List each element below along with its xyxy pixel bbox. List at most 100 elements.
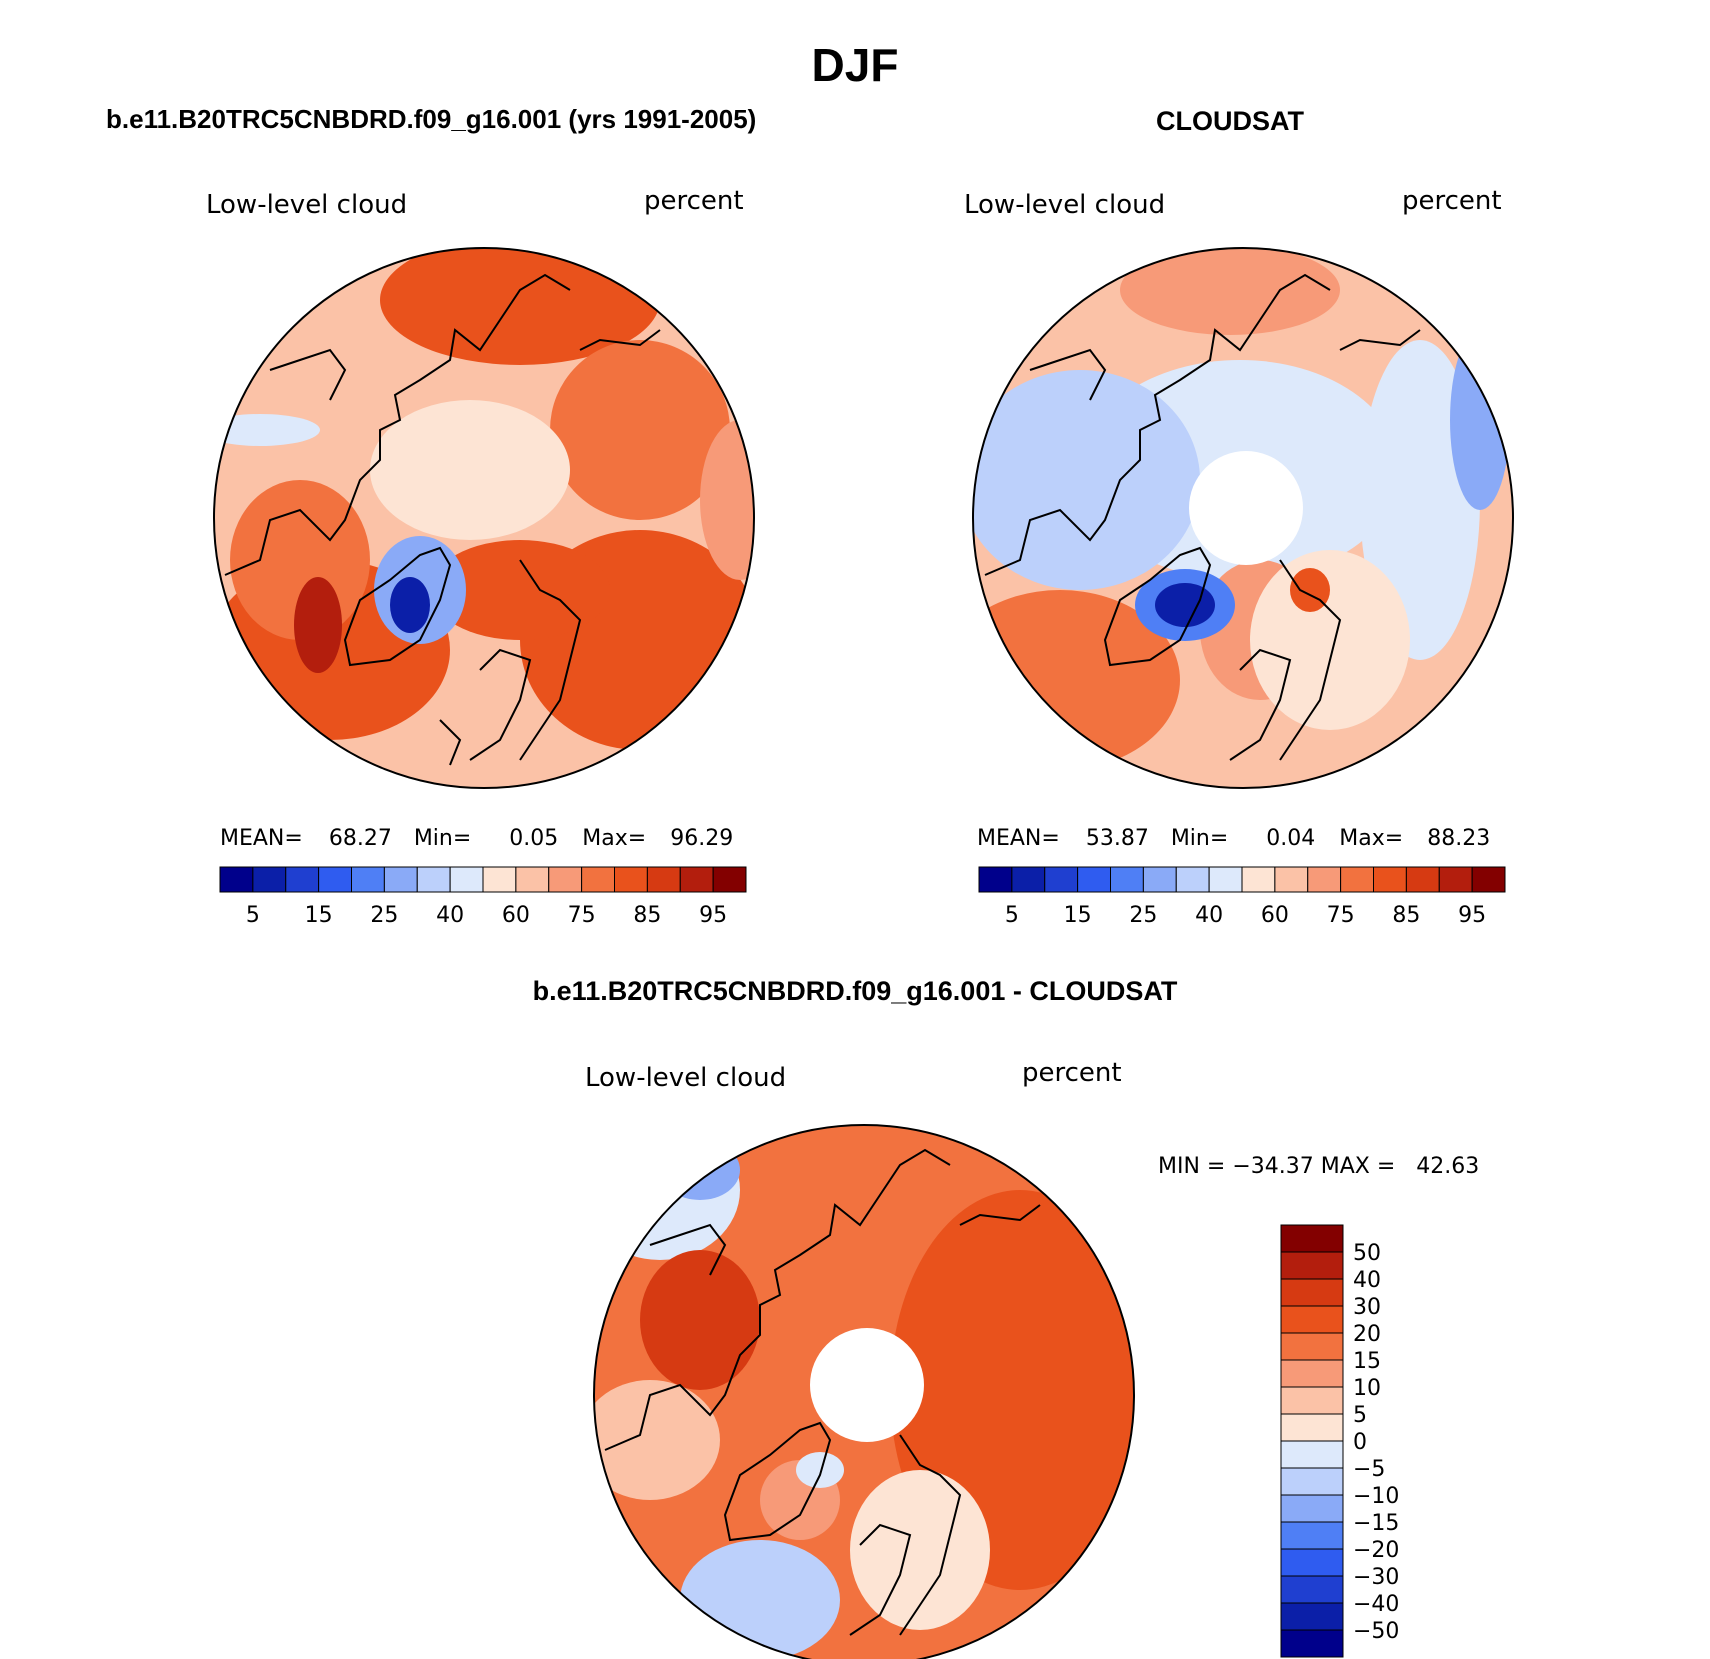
- colorbar-tick-label: −5: [1353, 1457, 1385, 1482]
- min-value: 0.04: [1266, 826, 1316, 851]
- colorbar-swatch: [1280, 1413, 1344, 1442]
- min-label: Min=: [413, 826, 472, 851]
- colorbar-tick-label: −15: [1353, 1511, 1399, 1536]
- page-title: DJF: [811, 39, 899, 91]
- max-value: 96.29: [670, 826, 734, 851]
- colorbar-swatch: [1044, 866, 1079, 893]
- colorbar-swatch: [252, 866, 287, 893]
- colorbar-swatch: [1307, 866, 1342, 893]
- mean-label: MEAN=: [977, 826, 1060, 851]
- panel2-right-label: percent: [1402, 186, 1502, 216]
- coastlines: [984, 273, 1421, 761]
- colorbar-tick-label: −50: [1353, 1619, 1399, 1644]
- coastlines: [604, 1148, 1041, 1636]
- polar-gap: [1189, 451, 1303, 565]
- colorbar-tick-label: 15: [1064, 903, 1092, 928]
- colorbar-swatch: [1077, 866, 1111, 893]
- colorbar-swatch: [1280, 1494, 1344, 1523]
- panel2-left-label: Low-level cloud: [964, 190, 1166, 220]
- colorbar-swatch: [1280, 1359, 1344, 1388]
- colorbar-swatch: [679, 866, 714, 893]
- colorbar-swatch: [318, 866, 352, 893]
- colorbar-swatch: [1280, 1629, 1344, 1658]
- colorbar-tick-label: 15: [305, 903, 333, 928]
- colorbar-tick-label: −40: [1353, 1592, 1399, 1617]
- colorbar-swatch: [548, 866, 583, 893]
- colorbar-tick-label: 5: [1005, 903, 1019, 928]
- panel3-heading: b.e11.B20TRC5CNBDRD.f09_g16.001 - CLOUDS…: [532, 976, 1178, 1006]
- panel1-heading: b.e11.B20TRC5CNBDRD.f09_g16.001 (yrs 199…: [106, 104, 757, 134]
- colorbar-swatch: [219, 866, 254, 893]
- mean-value: 68.27: [328, 826, 392, 851]
- colorbar-swatch: [1280, 1467, 1344, 1496]
- colorbar-swatch: [285, 866, 320, 893]
- colorbar-tick-label: −10: [1353, 1484, 1399, 1509]
- colorbar-swatch: [449, 866, 484, 893]
- colorbar-swatch: [1280, 1278, 1344, 1307]
- colorbar-tick-label: 75: [568, 903, 596, 928]
- colorbar-tick-label: 40: [436, 903, 464, 928]
- colorbar-swatch: [1280, 1521, 1344, 1550]
- colorbar-swatch: [1280, 1575, 1344, 1604]
- colorbar-swatch: [1405, 866, 1440, 893]
- panel2-stats: MEAN= 53.87 Min= 0.04 Max= 88.23: [977, 826, 1490, 851]
- panel1-left-label: Low-level cloud: [206, 190, 408, 220]
- colorbar-tick-label: 30: [1353, 1295, 1381, 1320]
- colorbar-swatch: [581, 866, 615, 893]
- colorbar-swatch: [1438, 866, 1473, 893]
- colorbar-swatch: [1280, 1305, 1344, 1334]
- colorbar-swatch: [1280, 1332, 1344, 1361]
- colorbar-tick-label: 40: [1195, 903, 1223, 928]
- colorbar-swatch: [646, 866, 681, 893]
- map-panel-difference: [593, 1124, 1135, 1659]
- colorbar-swatch: [1280, 1602, 1344, 1631]
- map-panel-cloudsat: [972, 247, 1514, 789]
- colorbar-tick-label: 20: [1353, 1322, 1381, 1347]
- colorbar-swatch: [1340, 866, 1374, 893]
- colorbar-tick-label: 40: [1353, 1268, 1381, 1293]
- colorbar-tick-label: 50: [1353, 1241, 1381, 1266]
- colorbar-swatch: [614, 866, 648, 893]
- colorbar-swatch: [416, 866, 451, 893]
- colorbar-cloudsat: 5 15 25 40 60 75 85 95: [978, 866, 1506, 928]
- colorbar-tick-label: 75: [1327, 903, 1355, 928]
- colorbar-swatch: [1274, 866, 1309, 893]
- colorbar-swatch: [1471, 866, 1506, 893]
- colorbar-swatch: [1373, 866, 1407, 893]
- panel2-heading: CLOUDSAT: [1156, 106, 1304, 136]
- min-value: 0.05: [509, 826, 559, 851]
- colorbar-tick-label: 95: [699, 903, 727, 928]
- colorbar-swatch: [1280, 1386, 1344, 1415]
- panel3-right-label: percent: [1022, 1058, 1122, 1088]
- colorbar-swatch: [383, 866, 418, 893]
- coastlines: [224, 273, 661, 766]
- colorbar-swatch: [1280, 1251, 1344, 1280]
- colorbar-swatch: [1208, 866, 1243, 893]
- panel3-stats: MIN = −34.37 MAX = 42.63: [1158, 1154, 1480, 1179]
- colorbar-swatch: [1142, 866, 1177, 893]
- colorbar-swatch: [1110, 866, 1144, 893]
- colorbar-tick-label: 5: [1353, 1403, 1367, 1428]
- colorbar-swatch: [515, 866, 550, 893]
- colorbar-tick-label: 15: [1353, 1349, 1381, 1374]
- max-value: 88.23: [1427, 826, 1491, 851]
- colorbar-tick-label: −20: [1353, 1538, 1399, 1563]
- mean-value: 53.87: [1085, 826, 1149, 851]
- colorbar-tick-label: 85: [633, 903, 661, 928]
- colorbar-tick-label: 10: [1353, 1376, 1381, 1401]
- colorbar-tick-label: 25: [370, 903, 398, 928]
- colorbar-swatch: [978, 866, 1013, 893]
- colorbar-swatch: [712, 866, 747, 893]
- colorbar-swatch: [1175, 866, 1210, 893]
- polar-gap: [810, 1328, 924, 1442]
- colorbar-tick-label: 60: [1261, 903, 1289, 928]
- colorbar-tick-label: −30: [1353, 1565, 1399, 1590]
- max-label: Max=: [1339, 826, 1404, 851]
- max-label: Max=: [582, 826, 647, 851]
- colorbar-tick-label: 95: [1458, 903, 1486, 928]
- mean-label: MEAN=: [220, 826, 303, 851]
- panel1-right-label: percent: [644, 186, 744, 216]
- colorbar-swatch: [1280, 1548, 1344, 1577]
- colorbar-tick-label: 25: [1129, 903, 1157, 928]
